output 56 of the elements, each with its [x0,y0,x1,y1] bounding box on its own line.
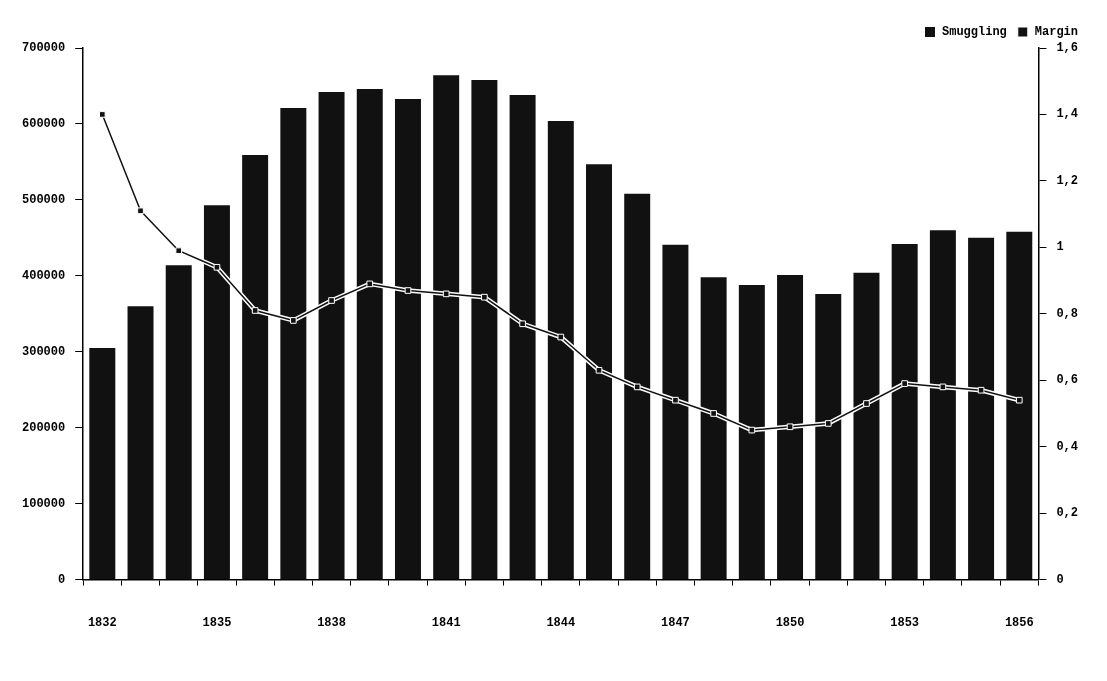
y2-tick-label: 1,2 [1056,173,1079,188]
point [328,297,335,304]
point [366,280,374,288]
bar [165,265,192,580]
y2-tick-label: 0,6 [1056,373,1079,388]
point [786,423,794,431]
point [1015,396,1023,404]
point [175,247,183,254]
y-tick-label: 300000 [21,344,66,359]
point [824,420,832,427]
x-tick-label: 1850 [775,615,805,630]
point [251,307,259,314]
y2-tick-label: 0,4 [1056,439,1079,454]
point [404,287,412,294]
point [595,366,603,374]
point [213,263,221,271]
legend-label: Smuggling [941,25,1007,40]
y2-tick-label: 1,6 [1056,41,1079,56]
bar [89,347,116,580]
point [939,383,947,391]
y2-tick-label: 0,8 [1056,306,1079,321]
point [290,317,297,324]
x-tick-label: 1847 [661,615,690,630]
point [137,207,144,215]
point [519,320,526,328]
x-tick-label: 1835 [202,615,232,630]
y-tick-label: 100000 [21,496,66,511]
point [710,410,717,417]
y-tick-label: 0 [58,572,66,587]
point [863,400,870,407]
point [901,380,908,387]
x-tick-label: 1841 [431,615,461,630]
point [481,293,488,301]
y2-tick-label: 0 [1056,572,1064,587]
point [748,426,756,434]
x-tick-label: 1844 [546,615,576,630]
x-tick-label: 1838 [317,615,346,630]
bar [127,306,154,580]
x-tick-label: 1832 [87,615,117,630]
y-tick-label: 400000 [21,268,66,283]
y-tick-label: 700000 [21,41,66,56]
point [977,386,985,394]
legend-label: Margin [1034,25,1079,40]
point [633,383,641,391]
point [672,396,679,404]
y2-tick-label: 1 [1056,240,1064,255]
point [442,290,450,298]
x-tick-label: 1853 [890,615,920,630]
y-tick-label: 200000 [21,420,66,435]
y-tick-label: 500000 [21,192,66,207]
y-tick-label: 600000 [21,116,66,131]
x-tick-label: 1856 [1004,615,1034,630]
point [557,333,565,341]
point [98,111,106,118]
y2-tick-label: 0,2 [1056,506,1079,521]
y2-tick-label: 1,4 [1056,107,1079,122]
